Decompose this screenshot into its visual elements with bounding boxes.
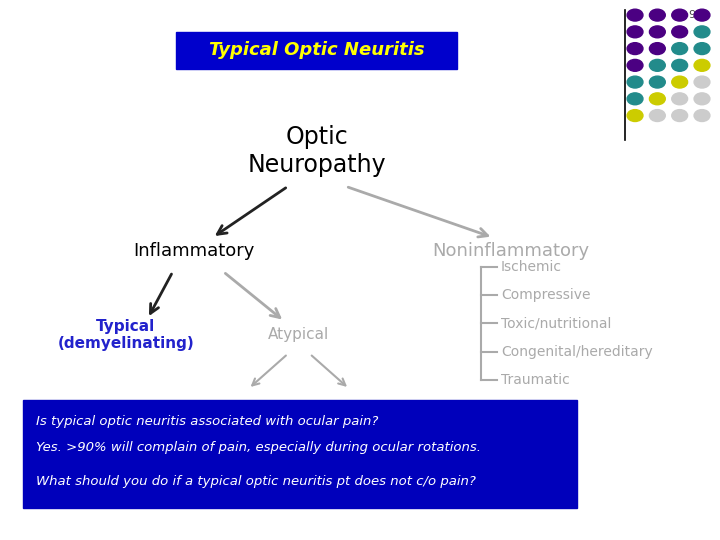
Circle shape	[672, 76, 688, 88]
Circle shape	[649, 43, 665, 55]
Circle shape	[672, 59, 688, 71]
FancyBboxPatch shape	[23, 400, 577, 508]
Circle shape	[649, 93, 665, 105]
Text: Congenital/hereditary: Congenital/hereditary	[501, 345, 653, 359]
Circle shape	[649, 26, 665, 38]
Circle shape	[627, 59, 643, 71]
Circle shape	[627, 9, 643, 21]
Circle shape	[694, 26, 710, 38]
Text: Typical
(demyelinating): Typical (demyelinating)	[58, 319, 194, 351]
Circle shape	[694, 110, 710, 122]
Circle shape	[627, 93, 643, 105]
Circle shape	[694, 59, 710, 71]
Circle shape	[627, 26, 643, 38]
Text: Atypical: Atypical	[268, 327, 330, 342]
Circle shape	[627, 76, 643, 88]
Circle shape	[672, 26, 688, 38]
Text: Optic
Neuropathy: Optic Neuropathy	[248, 125, 386, 177]
Text: Noninflammatory: Noninflammatory	[433, 242, 590, 260]
Circle shape	[649, 110, 665, 122]
Text: What should you do if a typical optic neuritis pt does not c/o pain?: What should you do if a typical optic ne…	[36, 475, 476, 488]
Text: Inflammatory: Inflammatory	[134, 242, 255, 260]
FancyBboxPatch shape	[176, 32, 457, 69]
Circle shape	[627, 43, 643, 55]
Circle shape	[649, 9, 665, 21]
Text: Toxic/nutritional: Toxic/nutritional	[501, 316, 611, 330]
Circle shape	[672, 9, 688, 21]
Circle shape	[694, 93, 710, 105]
Text: Ischemic: Ischemic	[501, 260, 562, 274]
Circle shape	[694, 9, 710, 21]
Circle shape	[672, 93, 688, 105]
Circle shape	[649, 76, 665, 88]
Text: Compressive: Compressive	[501, 288, 590, 302]
Circle shape	[649, 59, 665, 71]
Text: Traumatic: Traumatic	[501, 373, 570, 387]
Text: Typical Optic Neuritis: Typical Optic Neuritis	[209, 41, 425, 59]
Circle shape	[627, 110, 643, 122]
Text: Yes. >90% will complain of pain, especially during ocular rotations.: Yes. >90% will complain of pain, especia…	[36, 441, 481, 454]
Circle shape	[672, 43, 688, 55]
Text: Is typical optic neuritis associated with ocular pain?: Is typical optic neuritis associated wit…	[36, 415, 379, 428]
Circle shape	[694, 76, 710, 88]
Circle shape	[694, 43, 710, 55]
Text: 91: 91	[688, 10, 702, 20]
Circle shape	[672, 110, 688, 122]
